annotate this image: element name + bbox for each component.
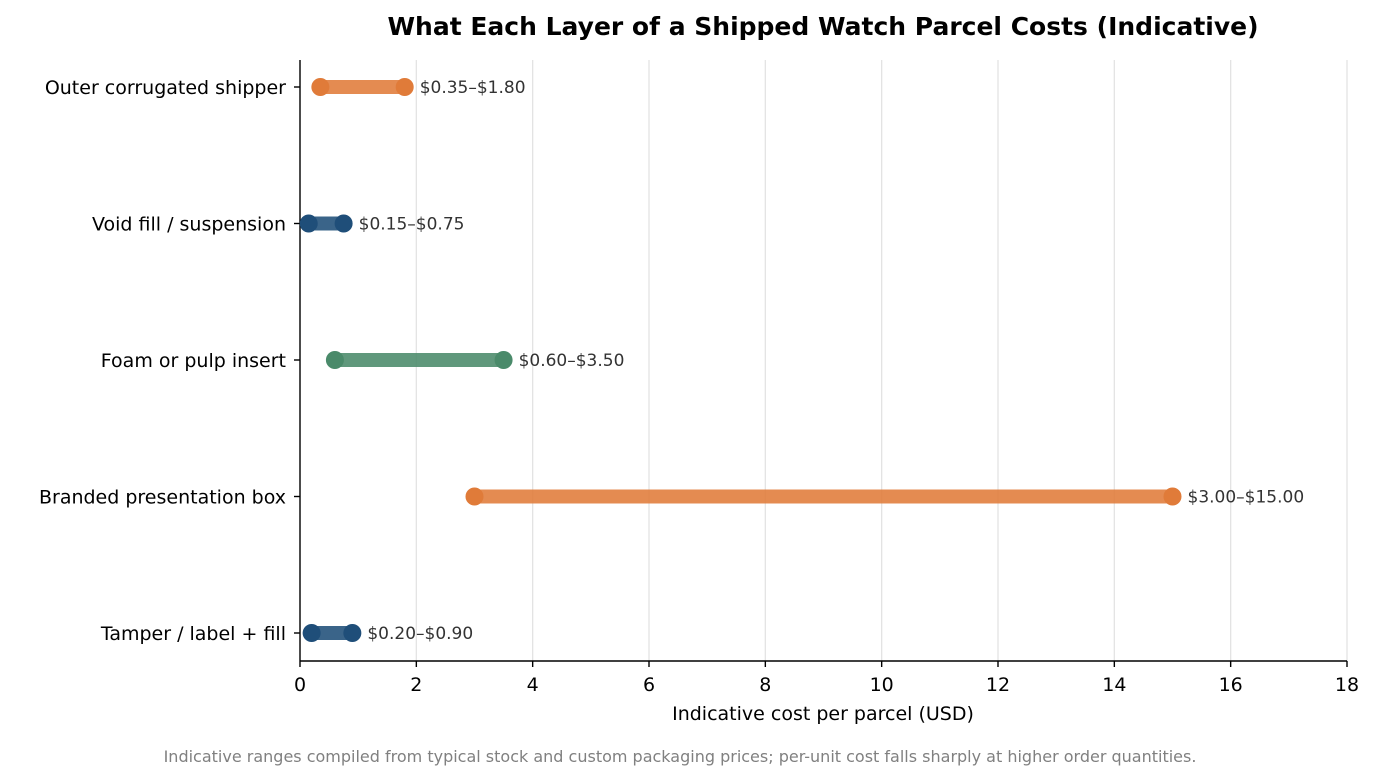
low-point: [465, 487, 484, 506]
high-point: [1163, 487, 1182, 506]
x-tick-label: 0: [294, 674, 306, 696]
x-tick-label: 2: [410, 674, 422, 696]
x-tick-label: 12: [986, 674, 1010, 696]
category-label: Branded presentation box: [39, 487, 286, 509]
range-label: $3.00–$15.00: [1188, 488, 1305, 508]
x-tick-label: 4: [527, 674, 539, 696]
footnote: Indicative ranges compiled from typical …: [164, 747, 1197, 766]
range-label: $0.15–$0.75: [359, 215, 465, 235]
x-tick-label: 18: [1335, 674, 1359, 696]
dumbbell-marks: $0.35–$1.80 $0.15–$0.75 $0.60–$3.50 $3.00–$…: [299, 78, 1305, 644]
high-point: [343, 624, 362, 642]
gridlines: [415, 60, 1348, 661]
chart-title: What Each Layer of a Shipped Watch Parce…: [387, 12, 1258, 41]
x-tick-label: 8: [759, 674, 771, 696]
high-point: [494, 351, 513, 369]
range-label: $0.60–$3.50: [519, 351, 625, 371]
x-axis-title: Indicative cost per parcel (USD): [672, 703, 974, 725]
x-tick-label: 10: [870, 674, 894, 696]
range-label: $0.20–$0.90: [367, 624, 473, 644]
low-point: [299, 214, 318, 233]
high-point: [334, 214, 353, 233]
x-tick-label: 14: [1102, 674, 1126, 696]
category-label: Void fill / suspension: [92, 214, 286, 236]
low-point: [325, 351, 344, 369]
range-label: $0.35–$1.80: [420, 78, 526, 98]
x-tick-label: 16: [1219, 674, 1243, 696]
category-label: Tamper / label + fill: [100, 623, 286, 645]
axes: 0 2 4 6 8 10 12 14 16 18 Outer corrugated shipper V…: [39, 60, 1359, 696]
low-point: [311, 78, 330, 96]
category-label: Foam or pulp insert: [101, 350, 286, 372]
high-point: [395, 78, 414, 96]
category-label: Outer corrugated shipper: [45, 77, 286, 99]
low-point: [302, 624, 321, 642]
x-tick-label: 6: [643, 674, 655, 696]
